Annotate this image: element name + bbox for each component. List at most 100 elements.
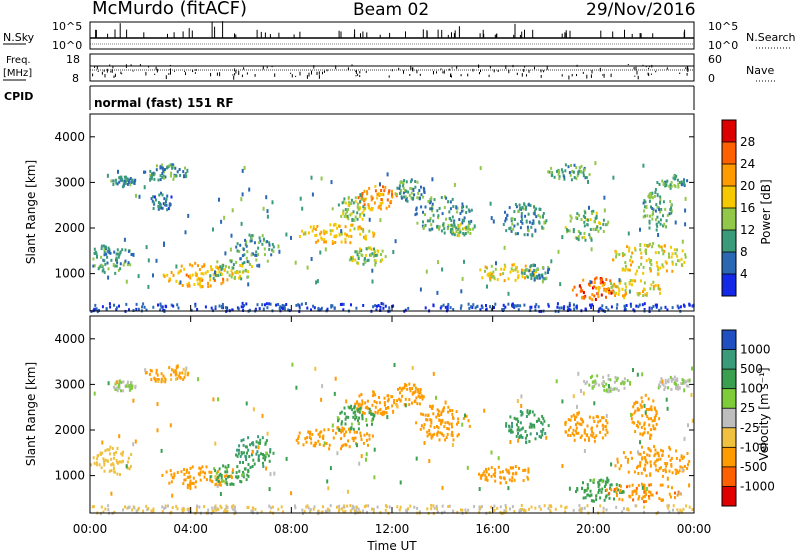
data-cell — [132, 442, 135, 447]
data-cell — [594, 298, 597, 301]
data-cell — [104, 458, 107, 462]
data-cell — [364, 234, 367, 238]
data-cell — [302, 443, 305, 447]
freq-sample — [195, 69, 197, 72]
data-cell — [257, 246, 260, 250]
data-cell — [221, 266, 224, 270]
data-cell — [351, 255, 354, 259]
data-cell — [599, 496, 602, 500]
data-cell — [364, 253, 367, 257]
data-cell — [516, 423, 518, 427]
data-cell — [478, 487, 481, 491]
data-cell — [255, 440, 258, 444]
data-cell — [405, 198, 407, 202]
data-cell — [185, 470, 188, 474]
data-cell — [216, 476, 218, 480]
data-cell — [590, 210, 593, 214]
data-cell — [610, 483, 613, 487]
data-cell — [249, 239, 252, 243]
data-cell — [361, 417, 364, 421]
scatter-cell — [161, 510, 164, 514]
data-cell — [93, 247, 96, 251]
data-cell — [352, 210, 355, 214]
freq-sample — [194, 72, 196, 74]
scatter-cell — [162, 308, 165, 312]
data-cell — [595, 227, 598, 231]
data-cell — [388, 190, 391, 194]
scatter-cell — [361, 509, 364, 513]
data-cell — [566, 228, 568, 232]
data-cell — [353, 430, 356, 434]
data-cell — [541, 266, 544, 269]
scatter-cell — [195, 506, 198, 510]
data-cell — [530, 425, 533, 429]
data-cell — [659, 384, 662, 388]
scatter-cell — [376, 505, 379, 509]
scatter-cell — [340, 507, 343, 511]
data-cell — [395, 193, 398, 196]
data-cell — [174, 369, 177, 373]
scatter-cell — [342, 505, 345, 509]
data-cell — [161, 175, 164, 179]
data-cell — [440, 413, 443, 416]
data-cell — [371, 252, 374, 256]
data-cell — [643, 483, 646, 487]
data-cell — [366, 432, 369, 436]
data-cell — [529, 409, 532, 413]
data-cell — [465, 211, 468, 214]
data-cell — [366, 423, 368, 427]
data-cell — [170, 378, 173, 381]
scatter-cell — [622, 507, 625, 511]
data-cell — [375, 401, 378, 405]
data-cell — [520, 427, 523, 431]
scatter-cell — [556, 305, 559, 309]
freq-sample — [318, 75, 320, 79]
data-cell — [624, 293, 626, 297]
data-cell — [338, 417, 341, 421]
data-cell — [160, 166, 163, 170]
data-cell — [629, 258, 631, 262]
data-cell — [654, 283, 657, 287]
scatter-cell — [501, 308, 504, 311]
data-cell — [372, 234, 375, 238]
scatter-cell — [312, 507, 315, 511]
data-cell — [544, 432, 547, 435]
data-cell — [202, 272, 205, 276]
freq-sample — [184, 70, 186, 72]
data-cell — [587, 493, 589, 497]
data-cell — [541, 430, 544, 434]
data-cell — [131, 178, 134, 182]
data-cell — [160, 448, 163, 453]
data-cell — [298, 235, 301, 238]
data-cell — [134, 386, 137, 390]
data-cell — [358, 225, 361, 229]
data-cell — [650, 405, 653, 409]
data-cell — [172, 273, 175, 277]
data-cell — [224, 470, 227, 474]
data-cell — [153, 376, 156, 380]
data-cell — [242, 438, 245, 442]
scatter-cell — [349, 509, 352, 513]
data-cell — [188, 471, 191, 475]
data-cell — [648, 242, 651, 246]
data-cell — [449, 230, 452, 234]
data-cell — [149, 177, 152, 182]
scatter-cell — [547, 507, 550, 510]
data-cell — [522, 272, 525, 276]
data-cell — [248, 187, 251, 192]
data-cell — [352, 415, 355, 419]
data-cell — [537, 213, 540, 217]
data-cell — [189, 274, 191, 278]
data-cell — [639, 464, 642, 468]
data-cell — [581, 486, 583, 490]
data-cell — [161, 172, 164, 175]
data-cell — [429, 207, 432, 211]
scatter-cell — [643, 510, 646, 514]
data-cell — [561, 464, 564, 468]
data-cell — [525, 415, 528, 418]
data-cell — [358, 206, 361, 210]
data-cell — [542, 417, 545, 421]
data-cell — [430, 207, 433, 211]
data-cell — [256, 450, 259, 454]
